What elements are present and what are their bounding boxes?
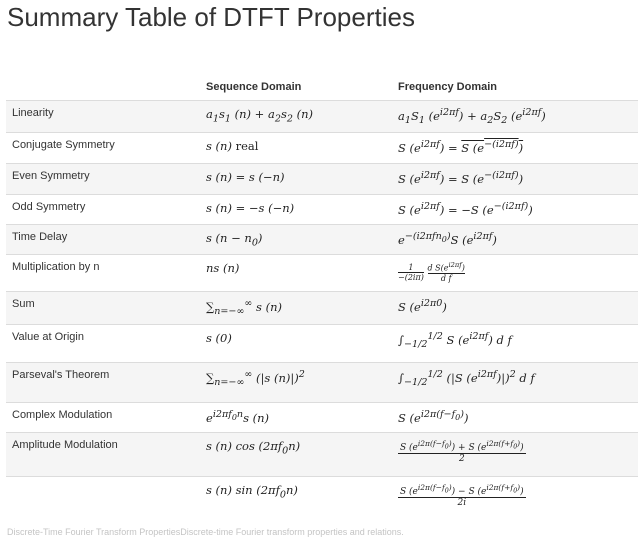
property-name: Time Delay — [12, 231, 68, 244]
sequence-domain-cell: ei2πf0ns (n) — [206, 408, 269, 425]
property-name: Even Symmetry — [12, 170, 90, 183]
frequency-domain-cell: ∫−1/21/2 S (ei2πf) d f — [398, 330, 512, 350]
property-name: Sum — [12, 298, 35, 311]
figure-caption: Discrete-Time Fourier Transform Properti… — [7, 527, 404, 537]
frequency-domain-cell: e−(i2πfn0)S (ei2πf) — [398, 231, 497, 247]
table-row: Conjugate Symmetry s (n) real S (ei2πf) … — [6, 132, 638, 164]
sequence-domain-cell: s (n − n0) — [206, 231, 263, 249]
sequence-domain-cell: s (n) cos (2πf0n) — [206, 438, 301, 456]
frequency-domain-cell: ∫−1/21/2 (|S (ei2πf)|)2 d f — [398, 368, 535, 388]
table-header-row: Sequence Domain Frequency Domain — [6, 74, 638, 101]
table-row: Even Symmetry s (n) = s (−n) S (ei2πf) =… — [6, 163, 638, 195]
table-row: s (n) sin (2πf0n) S (ei2π(f−f0)) − S (ei… — [6, 476, 638, 521]
sequence-domain-cell: s (n) = −s (−n) — [206, 201, 295, 216]
dtft-properties-table: Sequence Domain Frequency Domain Lineari… — [6, 74, 638, 521]
property-name: Complex Modulation — [12, 408, 113, 421]
table-row: Parseval's Theorem ∑n=−∞∞ (|s (n)|)2 ∫−1… — [6, 362, 638, 403]
property-name — [6, 476, 200, 520]
frequency-domain-cell: S (ei2πf) = S (e−(i2πf)) — [398, 170, 524, 186]
table-row: Complex Modulation ei2πf0ns (n) S (ei2π(… — [6, 402, 638, 433]
property-name: Conjugate Symmetry — [12, 139, 115, 152]
table-row: Linearity a1s1 (n) + a2s2 (n) a1S1 (ei2π… — [6, 100, 638, 133]
frequency-domain-cell: a1S1 (ei2πf) + a2S2 (ei2πf) — [398, 107, 546, 127]
table-row: Time Delay s (n − n0) e−(i2πfn0)S (ei2πf… — [6, 224, 638, 255]
sequence-domain-cell: a1s1 (n) + a2s2 (n) — [206, 107, 313, 125]
property-name: Linearity — [12, 107, 54, 119]
sequence-domain-cell: s (n) = s (−n) — [206, 170, 285, 185]
property-name: Odd Symmetry — [12, 201, 86, 214]
property-name: Amplitude Modulation — [12, 438, 118, 451]
table-row: Amplitude Modulation s (n) cos (2πf0n) S… — [6, 432, 638, 477]
frequency-domain-cell: 1 −(2iπ) d S(ei2πf) d f — [398, 261, 465, 284]
sequence-domain-cell: ns (n) — [206, 261, 240, 276]
header-sequence-domain: Sequence Domain — [206, 81, 302, 93]
page-title: Summary Table of DTFT Properties — [7, 2, 415, 32]
table-row: Sum ∑n=−∞∞ s (n) S (ei2π0) — [6, 291, 638, 325]
header-frequency-domain: Frequency Domain — [398, 81, 498, 93]
sequence-domain-cell: ∑n=−∞∞ s (n) — [206, 298, 282, 318]
frequency-domain-cell: S (ei2π0) — [398, 298, 447, 315]
table-row: Multiplication by n ns (n) 1 −(2iπ) d S(e… — [6, 254, 638, 292]
property-name: Parseval's Theorem — [12, 368, 110, 381]
property-name: Value at Origin — [12, 330, 84, 343]
table-row: Value at Origin s (0) ∫−1/21/2 S (ei2πf)… — [6, 324, 638, 363]
sequence-domain-cell: s (n) real — [206, 139, 259, 154]
frequency-domain-cell: S (ei2π(f−f0)) − S (ei2π(f+f0)) 2i — [398, 482, 526, 508]
frequency-domain-cell: S (ei2π(f−f0)) + S (ei2π(f+f0)) 2 — [398, 438, 526, 464]
frequency-domain-cell: S (ei2πf) = S (e−(i2πf)) — [398, 139, 524, 155]
sequence-domain-cell: ∑n=−∞∞ (|s (n)|)2 — [206, 368, 305, 388]
sequence-domain-cell: s (0) — [206, 330, 232, 345]
sequence-domain-cell: s (n) sin (2πf0n) — [206, 482, 298, 500]
frequency-domain-cell: S (ei2πf) = −S (e−(i2πf)) — [398, 201, 533, 217]
frequency-domain-cell: S (ei2π(f−f0)) — [398, 408, 469, 425]
header-property — [6, 74, 200, 101]
table-row: Odd Symmetry s (n) = −s (−n) S (ei2πf) =… — [6, 194, 638, 225]
property-name: Multiplication by n — [12, 261, 100, 274]
